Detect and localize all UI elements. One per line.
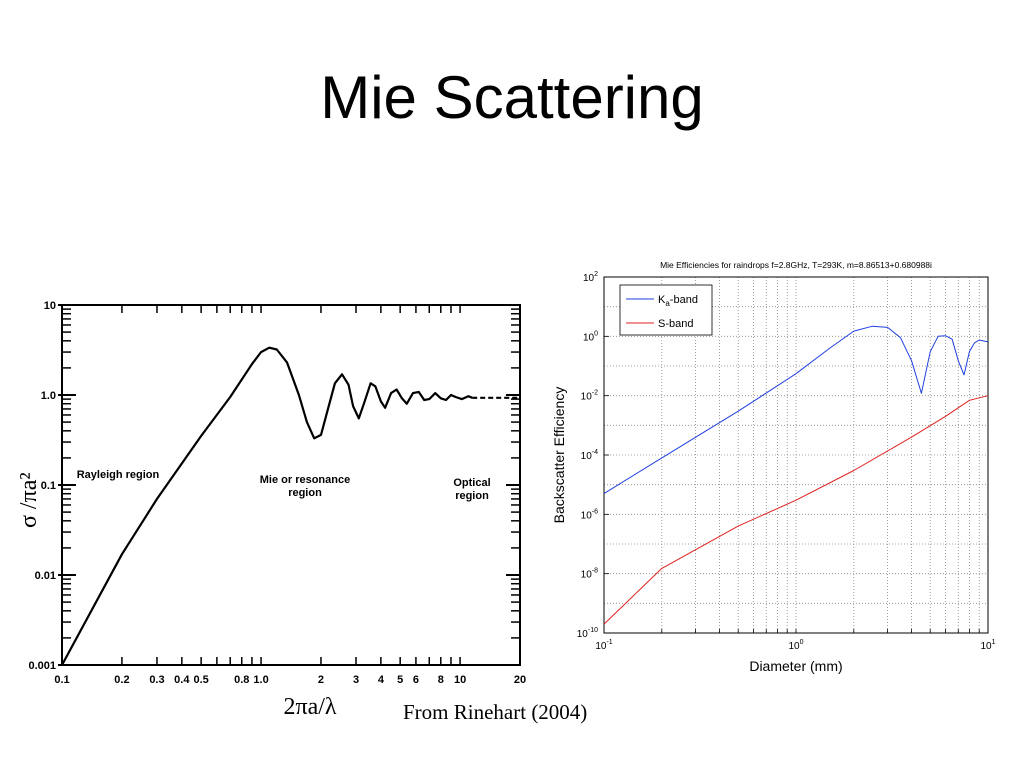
ka-band-line [603,325,989,495]
x-tick-label: 20 [514,674,526,686]
x-tick-label: 4 [378,674,385,686]
x-tick-label: 6 [413,674,419,686]
optical-region-label: region [455,490,489,502]
optical-region-label: Optical [453,477,490,489]
y-tick-label: 0.1 [41,480,56,492]
y-tick-label: 100 [583,330,598,343]
chart-title: Mie Efficiencies for raindrops f=2.8GHz,… [660,260,932,270]
rinehart-chart: 0.001 0.01 0.1 1.0 10 0.1 0.2 0.3 0.4 0.5 0.8 1.0 2 3… [28,300,526,686]
y-tick-label: 102 [583,271,598,284]
y-tick-label: 10-8 [581,568,598,581]
x-tick-label: 5 [397,674,403,686]
x-tick-label: 0.2 [114,674,129,686]
y-tick-label: 0.01 [35,570,56,582]
x-tick-label: 3 [353,674,359,686]
x-tick-label: 10 [454,674,466,686]
x-tick-label: 0.8 [234,674,249,686]
x-tick-label: 1.0 [253,674,268,686]
x-tick-label: 8 [438,674,444,686]
left-chart-x-axis-label: 2πa/λ [283,694,337,720]
mie-efficiency-chart: Mie Efficiencies for raindrops f=2.8GHz,… [551,260,996,674]
y-tick-label: 10-10 [577,627,598,640]
x-tick-label: 2 [318,674,324,686]
left-chart-y-axis-label: σ /πa² [12,440,42,550]
mie-region-label: region [288,487,322,499]
x-tick-label: 100 [788,639,803,652]
legend: Ka-band S-band [619,284,713,336]
x-tick-label: 10-1 [595,639,612,652]
source-citation: From Rinehart (2004) [403,700,588,724]
legend-box [619,284,713,336]
x-tick-label: 101 [980,639,995,652]
x-tick-label: 0.4 [174,674,190,686]
slide-title: Mie Scattering [320,64,704,131]
x-tick-label: 0.1 [54,674,69,686]
x-axis-label: Diameter (mm) [749,658,842,674]
rayleigh-region-label: Rayleigh region [77,469,160,481]
y-tick-label: 0.001 [28,660,56,672]
y-tick-label: 10-6 [581,508,598,521]
y-tick-label: 10-2 [581,390,598,403]
y-axis-label: Backscatter Efficiency [551,387,567,524]
s-band-line [603,395,989,625]
x-tick-label: 0.3 [149,674,164,686]
y-tick-label: 10-4 [581,449,598,462]
legend-entry: S-band [658,318,693,330]
cross-section-curve [61,346,473,666]
left-chart-y-axis-label-text: σ /πa² [16,472,42,528]
y-tick-label: 10 [44,300,56,312]
y-tick-label: 1.0 [41,390,56,402]
x-tick-label: 0.5 [193,674,208,686]
legend-entry: Ka-band [658,294,698,308]
mie-region-label: Mie or resonance [260,474,350,486]
